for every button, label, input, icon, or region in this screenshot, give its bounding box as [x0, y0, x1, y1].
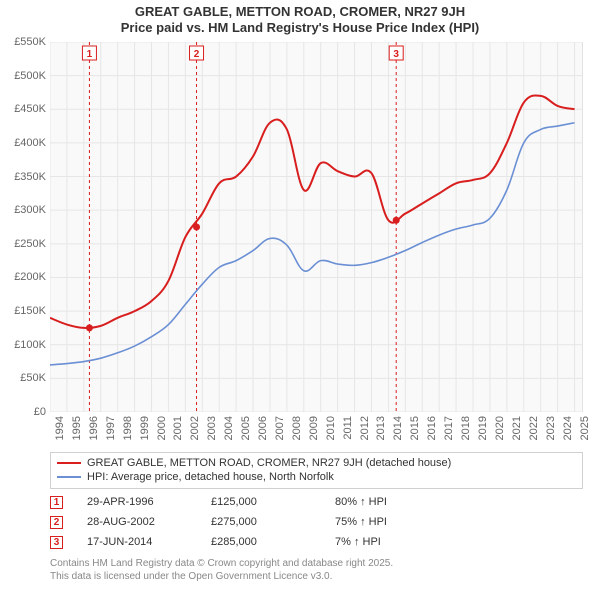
x-tick-label: 2017	[443, 416, 455, 440]
x-tick-label: 2025	[579, 416, 591, 440]
x-tick-label: 2009	[308, 416, 320, 440]
event-date: 17-JUN-2014	[87, 536, 187, 548]
legend-label: GREAT GABLE, METTON ROAD, CROMER, NR27 9…	[87, 456, 451, 470]
x-tick-label: 2006	[257, 416, 269, 440]
y-tick-label: £250K	[14, 238, 46, 250]
x-tick-label: 2011	[342, 416, 354, 440]
x-tick-label: 2007	[274, 416, 286, 440]
x-tick-label: 2001	[172, 416, 184, 440]
y-tick-label: £350K	[14, 171, 46, 183]
x-tick-label: 2021	[511, 416, 523, 440]
event-marker: 1	[50, 496, 63, 509]
y-tick-label: £550K	[14, 36, 46, 48]
y-tick-label: £100K	[14, 339, 46, 351]
x-tick-label: 2005	[240, 416, 252, 440]
chart-svg: 1 2 3	[50, 42, 583, 412]
event-date: 29-APR-1996	[87, 496, 187, 508]
y-axis-labels: £0£50K£100K£150K£200K£250K£300K£350K£400…	[0, 42, 48, 412]
x-tick-label: 2022	[528, 416, 540, 440]
event-row: 1 29-APR-1996 £125,000 80% ↑ HPI	[50, 492, 583, 512]
chart-plot-area: 1 2 3	[50, 42, 583, 412]
event-row: 2 28-AUG-2002 £275,000 75% ↑ HPI	[50, 512, 583, 532]
event-price: £275,000	[211, 516, 311, 528]
x-tick-label: 2003	[206, 416, 218, 440]
event-date: 28-AUG-2002	[87, 516, 187, 528]
y-tick-label: £500K	[14, 70, 46, 82]
svg-text:3: 3	[393, 49, 399, 60]
chart-title-block: GREAT GABLE, METTON ROAD, CROMER, NR27 9…	[0, 0, 600, 37]
x-tick-label: 2016	[426, 416, 438, 440]
event-marker: 3	[50, 536, 63, 549]
y-tick-label: £300K	[14, 204, 46, 216]
title-line-1: GREAT GABLE, METTON ROAD, CROMER, NR27 9…	[0, 4, 600, 20]
x-tick-label: 1999	[139, 416, 151, 440]
title-line-2: Price paid vs. HM Land Registry's House …	[0, 20, 600, 36]
x-tick-label: 2002	[189, 416, 201, 440]
legend-box: GREAT GABLE, METTON ROAD, CROMER, NR27 9…	[50, 452, 583, 489]
y-tick-label: £0	[34, 406, 46, 418]
x-tick-label: 2000	[156, 416, 168, 440]
y-tick-label: £400K	[14, 137, 46, 149]
x-tick-label: 2008	[291, 416, 303, 440]
x-tick-label: 2013	[375, 416, 387, 440]
footer-line-2: This data is licensed under the Open Gov…	[50, 571, 583, 584]
x-axis-labels: 1994 1995 1996 1997 1998 1999 2000 2001 2002 2003…	[50, 412, 583, 454]
event-marker: 2	[50, 516, 63, 529]
x-tick-label: 2010	[325, 416, 337, 440]
x-tick-label: 2018	[460, 416, 472, 440]
legend-row: HPI: Average price, detached house, Nort…	[57, 470, 576, 484]
x-tick-label: 1995	[71, 416, 83, 440]
svg-text:2: 2	[194, 49, 200, 60]
x-tick-label: 1994	[54, 416, 66, 440]
x-tick-label: 2019	[477, 416, 489, 440]
x-tick-label: 1996	[88, 416, 100, 440]
x-tick-label: 2015	[409, 416, 421, 440]
y-tick-label: £450K	[14, 103, 46, 115]
legend-swatch	[57, 476, 81, 478]
x-tick-label: 1998	[122, 416, 134, 440]
footer-line-1: Contains HM Land Registry data © Crown c…	[50, 558, 583, 571]
x-tick-label: 1997	[105, 416, 117, 440]
x-tick-label: 2012	[359, 416, 371, 440]
y-tick-label: £150K	[14, 305, 46, 317]
event-delta: 80% ↑ HPI	[335, 496, 455, 508]
event-price: £125,000	[211, 496, 311, 508]
event-delta: 75% ↑ HPI	[335, 516, 455, 528]
legend-row: GREAT GABLE, METTON ROAD, CROMER, NR27 9…	[57, 456, 576, 470]
x-tick-label: 2020	[494, 416, 506, 440]
event-delta: 7% ↑ HPI	[335, 536, 455, 548]
x-tick-label: 2014	[392, 416, 404, 440]
event-table: 1 29-APR-1996 £125,000 80% ↑ HPI 2 28-AUG-200…	[50, 492, 583, 552]
svg-text:1: 1	[87, 49, 93, 60]
x-tick-label: 2023	[545, 416, 557, 440]
event-row: 3 17-JUN-2014 £285,000 7% ↑ HPI	[50, 532, 583, 552]
y-tick-label: £50K	[20, 372, 46, 384]
y-tick-label: £200K	[14, 271, 46, 283]
event-price: £285,000	[211, 536, 311, 548]
x-tick-label: 2024	[562, 416, 574, 440]
footer-note: Contains HM Land Registry data © Crown c…	[50, 558, 583, 583]
x-tick-label: 2004	[223, 416, 235, 440]
legend-swatch	[57, 462, 81, 464]
legend-label: HPI: Average price, detached house, Nort…	[87, 470, 334, 484]
